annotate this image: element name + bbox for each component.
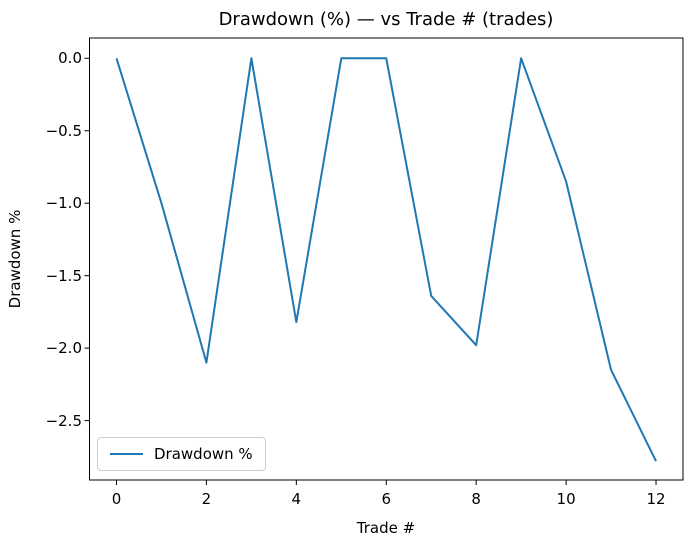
y-tick-label: 0.0	[58, 49, 82, 68]
y-tick-label: −1.5	[45, 266, 82, 285]
y-tick-label: −2.0	[45, 339, 82, 358]
legend-line-sample	[110, 453, 143, 455]
x-tick-label: 0	[111, 490, 122, 508]
x-tick-label: 12	[646, 490, 666, 508]
x-tick-label: 10	[556, 490, 576, 508]
x-axis-label: Trade #	[356, 519, 416, 537]
axes-frame	[89, 37, 684, 481]
chart-title: Drawdown (%) — vs Trade # (trades)	[218, 9, 554, 30]
y-tick-label: −1.0	[45, 194, 82, 213]
legend-label: Drawdown %	[154, 445, 253, 463]
x-tick-label: 4	[291, 490, 302, 508]
y-tick-label: −0.5	[45, 121, 82, 140]
y-axis-label: Drawdown %	[6, 209, 24, 309]
y-tick-label: −2.5	[45, 411, 82, 430]
legend: Drawdown %	[97, 437, 266, 471]
drawdown-line	[115, 57, 657, 462]
x-tick-label: 6	[381, 490, 392, 508]
x-tick-label: 2	[201, 490, 212, 508]
x-tick-label: 8	[471, 490, 481, 508]
